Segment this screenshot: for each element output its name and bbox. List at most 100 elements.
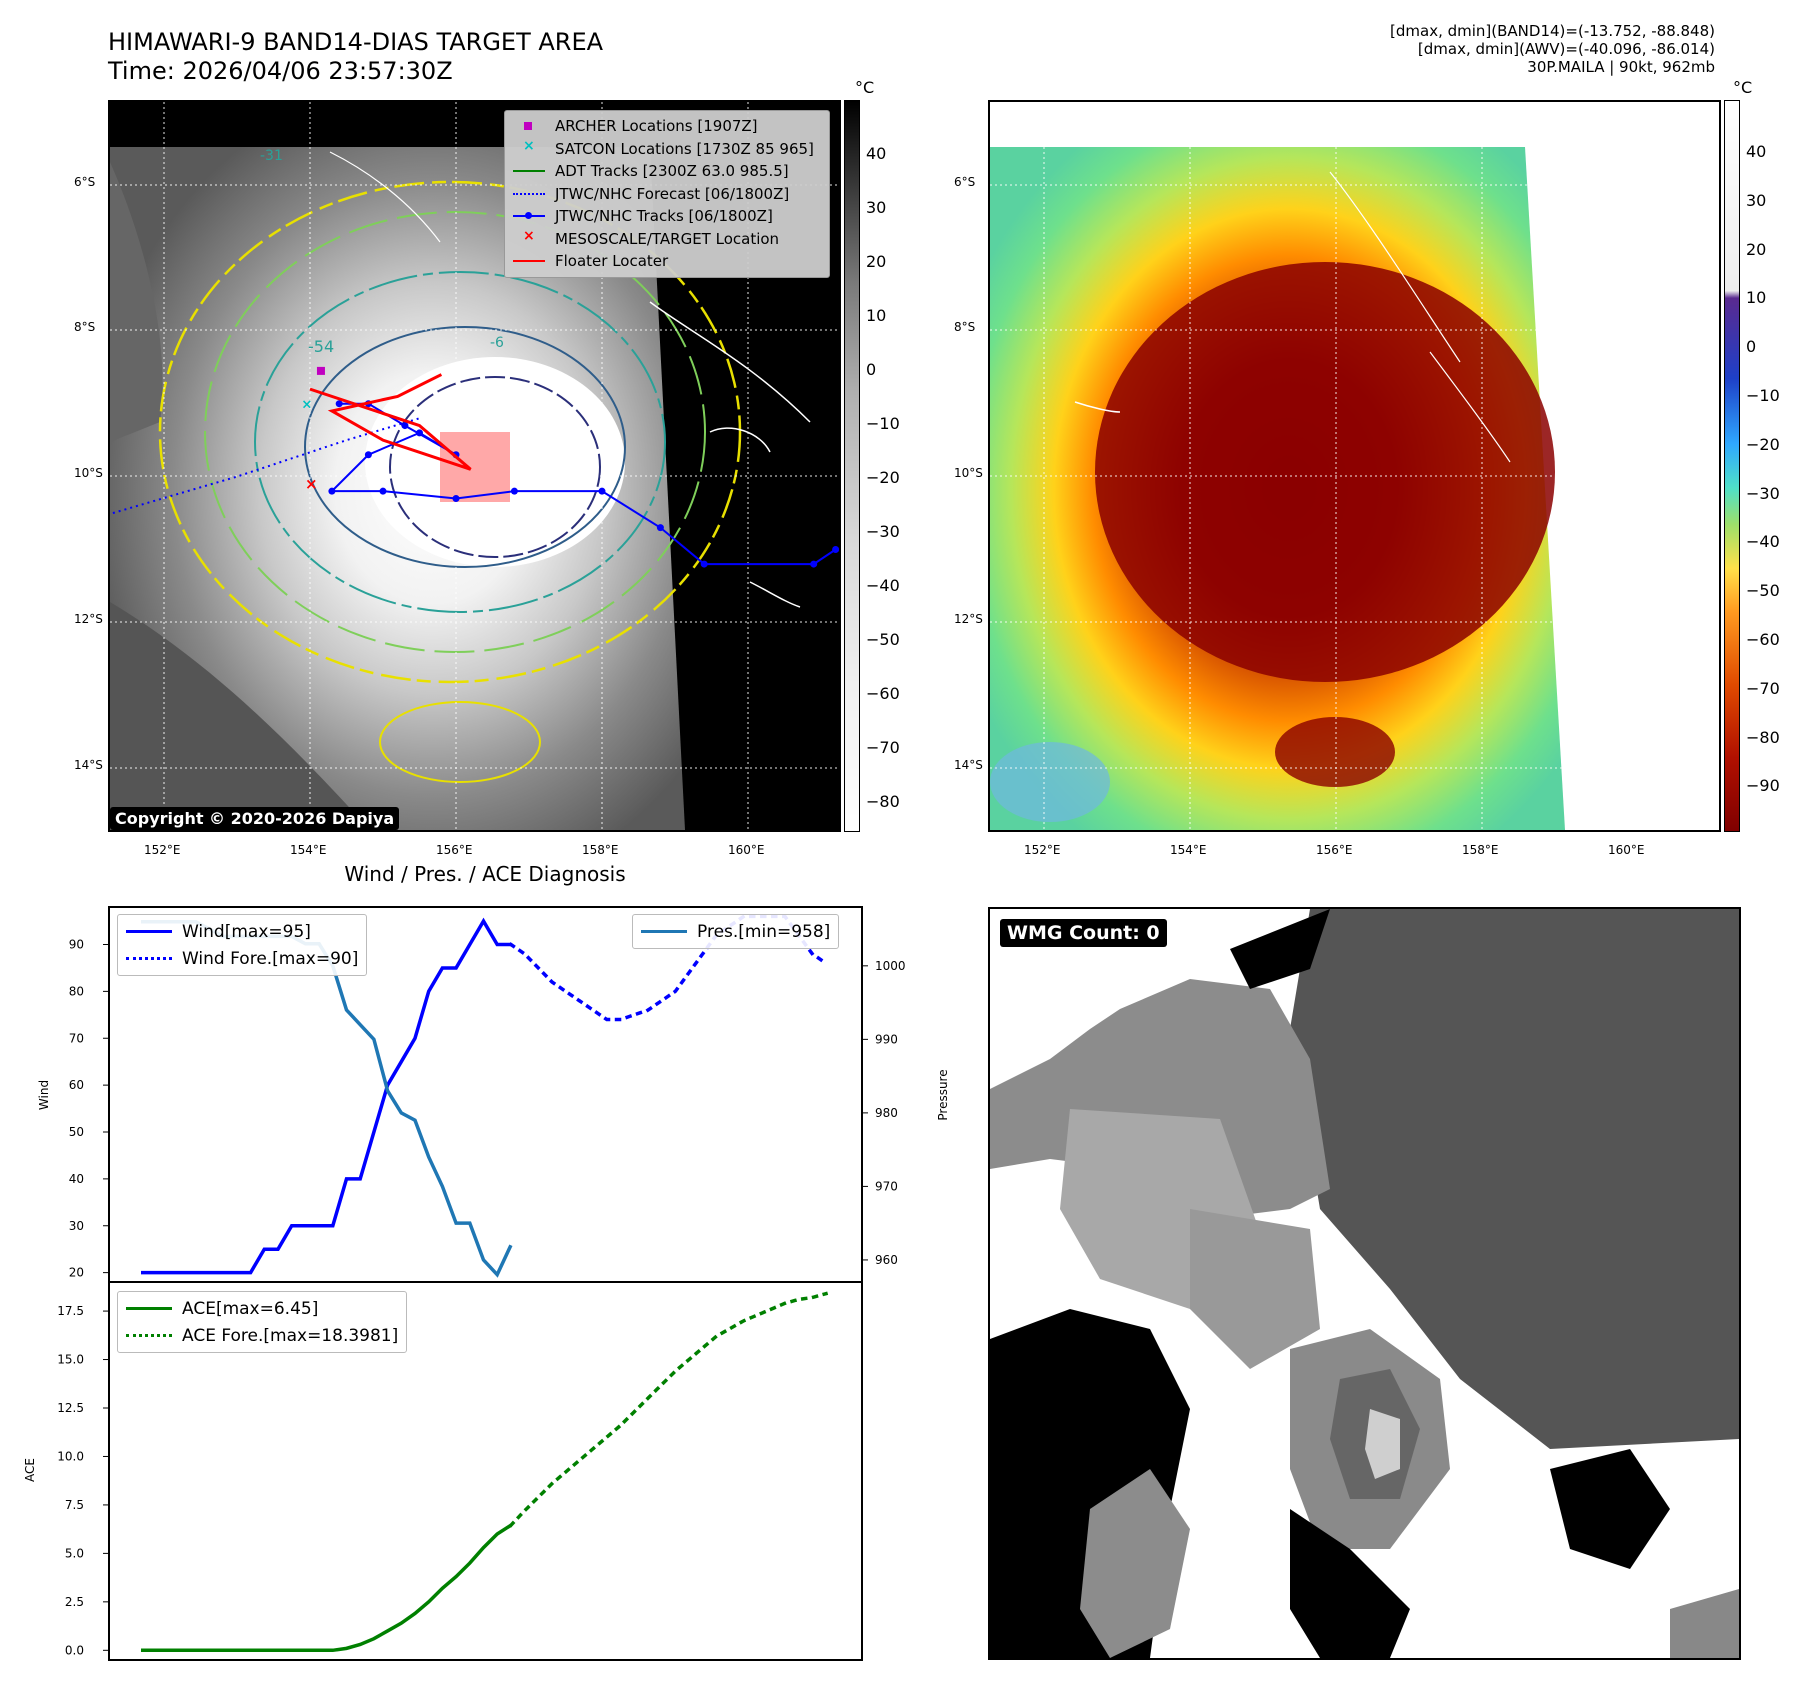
colorbar-gray-tick: −50 — [866, 630, 900, 649]
ace-series-line-0 — [141, 1523, 512, 1653]
legend-symbol — [511, 164, 547, 178]
colorbar-gray-tick: 20 — [866, 252, 887, 271]
jtwc-track-point — [416, 429, 423, 437]
lat-label: 12°S — [74, 612, 103, 626]
ace-series-line-1 — [508, 1291, 829, 1528]
ace-axes-frame — [108, 1281, 863, 1661]
colorbar-color-tick: 40 — [1746, 142, 1767, 161]
jtwc-track-point — [328, 487, 336, 495]
legend-label: JTWC/NHC Forecast [06/1800Z] — [555, 184, 790, 203]
ace-ytick-label: 5.0 — [65, 1546, 84, 1560]
colorbar-color-tick: −50 — [1746, 581, 1780, 601]
lon-label: 160°E — [728, 843, 765, 857]
colorbar-gray-unit: °C — [855, 78, 875, 97]
legend-symbol — [511, 209, 547, 223]
jtwc-track-point — [598, 487, 606, 495]
legend-label: JTWC/NHC Tracks [06/1800Z] — [555, 207, 773, 226]
map-legend-item: × SATCON Locations [1730Z 85 965] — [511, 138, 823, 161]
legend-line — [126, 1307, 172, 1310]
wmg-count-badge: WMG Count: 0 — [1000, 919, 1167, 947]
colorbar-gray-tick: 40 — [866, 144, 887, 163]
lat-label: 14°S — [74, 758, 103, 772]
lat-label: 14°S — [954, 758, 983, 772]
wind-ytick-label: 30 — [69, 1219, 84, 1233]
wind-legend: Wind[max=95] Wind Fore.[max=90] — [117, 914, 368, 976]
wind-ytick-label: 60 — [69, 1078, 84, 1092]
colorbar-gray-tick: −10 — [866, 414, 900, 433]
lon-label: 158°E — [582, 843, 619, 857]
colorbar-color-tick: −80 — [1746, 727, 1780, 747]
colorbar-gray-tick: 10 — [866, 306, 887, 325]
wind-ylabel: Wind — [37, 1080, 51, 1110]
ace-ylabel: ACE — [23, 1458, 37, 1482]
lat-label: 8°S — [954, 320, 976, 334]
satcon-marker: × — [301, 398, 312, 413]
legend-line — [641, 930, 687, 933]
map-legend-item: ADT Tracks [2300Z 63.0 985.5] — [511, 160, 823, 183]
legend-pressure: Pres.[min=958] — [697, 921, 831, 942]
colorbar-gray-tick: −30 — [866, 522, 900, 541]
legend-line — [126, 957, 172, 960]
colorbar-color-tick: −10 — [1746, 386, 1780, 405]
ace-ytick-label: 7.5 — [65, 1498, 84, 1512]
colorbar-color-tick: −70 — [1746, 678, 1780, 698]
legend-label: MESOSCALE/TARGET Location — [555, 229, 780, 248]
map-legend-item: ARCHER Locations [1907Z] — [511, 115, 823, 138]
colorbar-color-tick: 20 — [1746, 239, 1767, 259]
lat-label: 10°S — [74, 466, 103, 480]
legend-label: Floater Locater — [555, 252, 669, 271]
ace-ytick-label: 2.5 — [65, 1595, 84, 1609]
lat-label: 12°S — [954, 612, 983, 626]
lon-label: 152°E — [144, 843, 181, 857]
colorbar-color-tick: −90 — [1746, 776, 1780, 796]
lat-label: 6°S — [954, 175, 976, 189]
floater-track — [309, 373, 472, 471]
ace-ytick-label: 10.0 — [57, 1449, 84, 1463]
legend-label: SATCON Locations [1730Z 85 965] — [555, 139, 814, 158]
target-marker: × — [305, 475, 318, 493]
wind-ytick-label: 50 — [69, 1125, 84, 1139]
jtwc-track-point — [364, 451, 372, 459]
jtwc-forecast-line — [112, 417, 420, 515]
wind-ytick-label: 40 — [69, 1172, 84, 1186]
track-layer: ×× — [112, 366, 839, 568]
info-block: [dmax, dmin](BAND14)=(-13.752, -88.848) … — [1015, 22, 1715, 76]
pressure-ytick-label: 980 — [875, 1106, 898, 1120]
map-legend-item: JTWC/NHC Forecast [06/1800Z] — [511, 183, 823, 206]
ace-layer — [141, 1291, 829, 1653]
jtwc-track-point — [452, 494, 460, 502]
pressure-ytick-label: 990 — [875, 1032, 898, 1046]
info-storm: 30P.MAILA | 90kt, 962mb — [1527, 58, 1715, 76]
archer-marker — [316, 366, 325, 375]
lon-label: 152°E — [1024, 843, 1061, 857]
pressure-ytick-label: 960 — [875, 1253, 898, 1267]
info-band14-range: [dmax, dmin](BAND14)=(-13.752, -88.848) — [1390, 22, 1715, 40]
lat-label: 6°S — [74, 175, 96, 189]
ace-ytick-label: 15.0 — [57, 1353, 84, 1367]
lat-label: 10°S — [954, 466, 983, 480]
lon-label: 154°E — [1170, 843, 1207, 857]
color-map-svg — [990, 102, 1719, 830]
legend-symbol — [511, 254, 547, 268]
legend-ace: ACE[max=6.45] — [182, 1298, 319, 1319]
diag-title: Wind / Pres. / ACE Diagnosis — [344, 862, 626, 886]
jtwc-track-point — [656, 524, 664, 532]
contour-label: -6 — [490, 335, 504, 351]
pressure-legend: Pres.[min=958] — [632, 914, 840, 949]
ir-map-svg: -54 -31 -6 ×× — [110, 102, 839, 830]
legend-symbol: × — [523, 227, 535, 244]
jtwc-track-point — [810, 560, 818, 568]
jtwc-track-point — [401, 422, 409, 430]
legend-symbol: × — [523, 137, 535, 154]
jtwc-track-point — [379, 487, 387, 495]
colorbar-color-tick: 10 — [1746, 288, 1767, 308]
colorbar-color-tick: −20 — [1746, 434, 1780, 454]
wind-ytick-label: 20 — [69, 1266, 84, 1280]
lon-label: 154°E — [290, 843, 327, 857]
wind-ytick-label: 90 — [69, 938, 84, 952]
legend-line — [126, 930, 172, 933]
lat-label: 8°S — [74, 320, 96, 334]
legend-label: ADT Tracks [2300Z 63.0 985.5] — [555, 162, 789, 181]
pressure-ylabel: Pressure — [936, 1069, 950, 1120]
